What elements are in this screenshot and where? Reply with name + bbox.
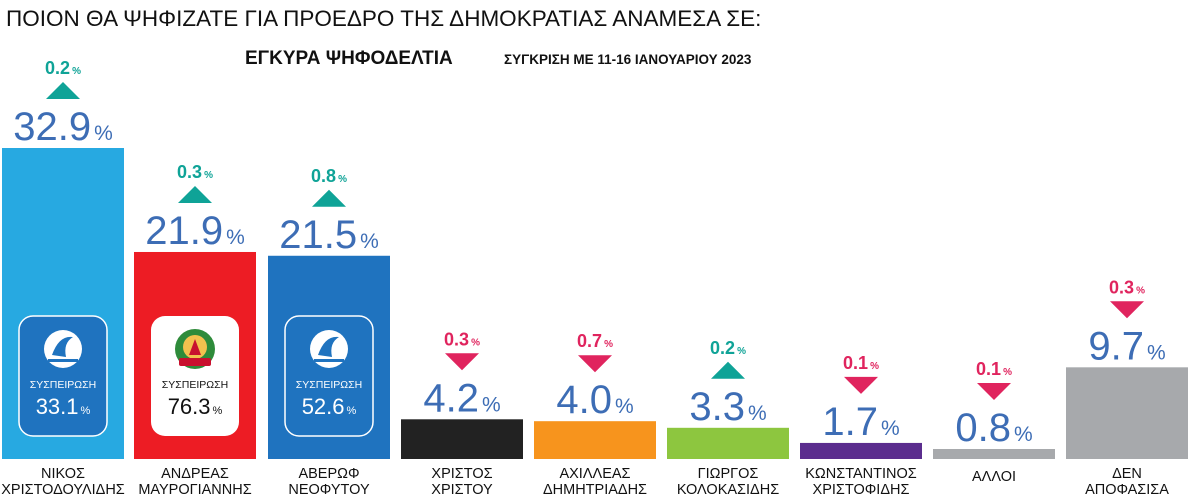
arrow-up-icon-5: [711, 361, 745, 379]
comparison-note: ΣΥΓΚΡΙΣΗ ΜΕ 11-16 ΙΑΝΟΥΑΡΙΟΥ 2023: [504, 52, 752, 67]
cohesion-badge-2: [284, 315, 374, 437]
bar-value-label-1: 21.9%: [145, 209, 245, 253]
arrow-down-icon-4: [578, 355, 612, 373]
arrow-down-icon-7: [977, 383, 1011, 400]
change-label-5: 0.2%: [710, 338, 746, 358]
cohesion-label-1: ΣΥΣΠΕΙΡΩΣΗ: [162, 379, 228, 391]
cohesion-label-2: ΣΥΣΠΕΙΡΩΣΗ: [296, 379, 362, 391]
bar-value-label-3: 4.2%: [423, 376, 500, 420]
bar-8: [1066, 367, 1188, 459]
category-label-1-0: ΑΝΔΡΕΑΣ: [161, 466, 229, 482]
category-label-8-0: ΔΕΝ: [1112, 466, 1142, 482]
bar-5: [667, 427, 789, 459]
bar-value-label-4: 4.0%: [556, 378, 633, 422]
eagle-icon-2: [318, 336, 339, 357]
change-label-0: 0.2%: [45, 58, 81, 78]
category-label-1-1: ΜΑΥΡΟΓΙΑΝΝΗΣ: [138, 482, 251, 498]
cohesion-label-0: ΣΥΣΠΕΙΡΩΣΗ: [30, 379, 96, 391]
cohesion-value-1: 76.3%: [168, 394, 223, 419]
category-label-7-0: ΑΛΛΟΙ: [972, 469, 1016, 485]
category-label-5-1: ΚΟΛΟΚΑΣΙΔΗΣ: [677, 482, 779, 498]
change-label-4: 0.7%: [577, 331, 613, 351]
bar-value-label-6: 1.7%: [822, 400, 899, 444]
bar-value-label-2: 21.5%: [279, 213, 379, 257]
change-label-2: 0.8%: [311, 166, 347, 186]
change-label-7: 0.1%: [976, 359, 1012, 379]
arrow-down-icon-3: [445, 353, 479, 371]
bar-4: [534, 421, 656, 459]
category-label-3-1: ΧΡΙΣΤΟΥ: [431, 482, 493, 498]
category-label-5-0: ΓΙΩΡΓΟΣ: [698, 466, 759, 482]
category-label-0-1: ΧΡΙΣΤΟΔΟΥΛΙΔΗΣ: [1, 482, 125, 498]
bar-value-label-8: 9.7%: [1088, 324, 1165, 368]
disy-logo-bar-0: [48, 359, 78, 362]
arrow-up-icon-0: [46, 82, 80, 99]
akel-logo-ribbon-1: [179, 358, 211, 366]
arrow-up-icon-2: [312, 189, 346, 207]
category-label-2-1: ΝΕΟΦΥΤΟΥ: [288, 482, 370, 498]
category-label-0-0: ΝΙΚΟΣ: [41, 466, 85, 482]
bar-value-label-5: 3.3%: [689, 385, 766, 429]
akel-emblem-icon-1: [189, 339, 201, 355]
chart-question: ΠΟΙΟΝ ΘΑ ΨΗΦΙΖΑΤΕ ΓΙΑ ΠΡΟΕΔΡΟ ΤΗΣ ΔΗΜΟΚΡ…: [6, 6, 761, 31]
arrow-down-icon-6: [844, 376, 878, 394]
category-label-3-0: ΧΡΙΣΤΟΣ: [431, 466, 492, 482]
cohesion-value-0: 33.1%: [36, 394, 91, 419]
arrow-up-icon-1: [178, 185, 212, 203]
change-label-8: 0.3%: [1109, 277, 1145, 297]
eagle-icon-0: [52, 336, 73, 357]
bar-value-label-7: 0.8%: [955, 406, 1032, 450]
disy-logo-bar-2: [314, 359, 344, 362]
cohesion-badge-1: [151, 316, 239, 436]
change-label-1: 0.3%: [177, 162, 213, 182]
category-label-2-0: ΑΒΕΡΩΦ: [298, 466, 359, 482]
bar-3: [401, 419, 523, 459]
change-label-3: 0.3%: [444, 329, 480, 349]
category-label-6-1: ΧΡΙΣΤΟΦΙΔΗΣ: [813, 482, 910, 498]
cohesion-value-2: 52.6%: [302, 394, 357, 419]
change-label-6: 0.1%: [843, 353, 879, 373]
category-label-4-0: ΑΧΙΛΛΕΑΣ: [559, 466, 630, 482]
category-label-8-1: ΑΠΟΦΑΣΙΣΑ: [1085, 482, 1169, 498]
arrow-down-icon-8: [1110, 301, 1144, 319]
category-label-4-1: ΔΗΜΗΤΡΙΑΔΗΣ: [543, 482, 647, 498]
bar-6: [800, 442, 922, 459]
bar-value-label-0: 32.9%: [13, 105, 113, 149]
chart-subtitle: ΕΓΚΥΡΑ ΨΗΦΟΔΕΛΤΙΑ: [245, 48, 453, 69]
category-label-6-0: ΚΩΝΣΤΑΝΤΙΝΟΣ: [805, 466, 917, 482]
cohesion-badge-0: [18, 315, 108, 437]
bar-7: [933, 449, 1055, 459]
